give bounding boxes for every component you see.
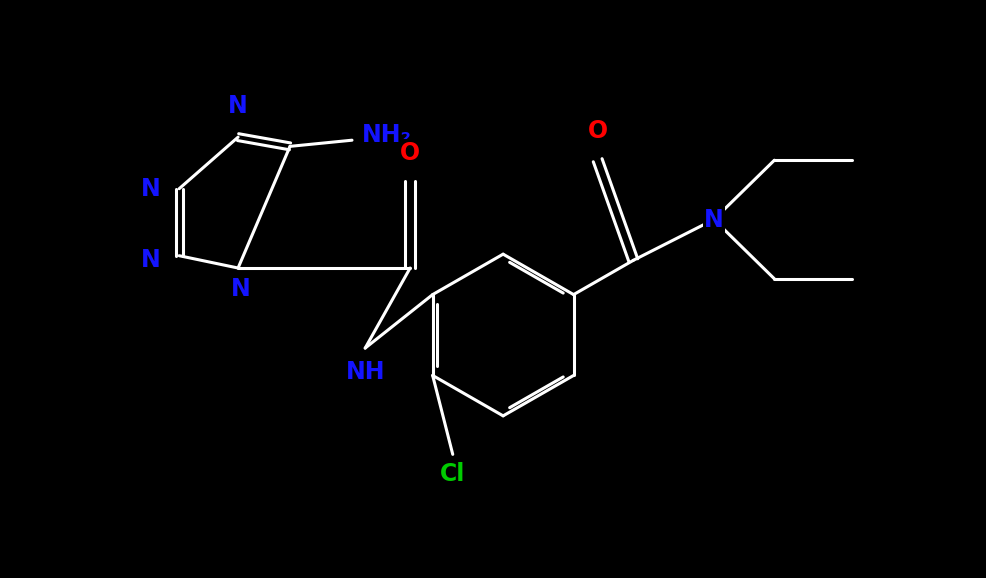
Text: NH₂: NH₂	[362, 123, 411, 147]
Text: N: N	[703, 208, 723, 232]
Text: NH: NH	[345, 360, 385, 384]
Text: Cl: Cl	[440, 462, 465, 486]
Text: N: N	[140, 177, 160, 201]
Text: N: N	[228, 94, 247, 118]
Text: O: O	[399, 140, 420, 165]
Text: N: N	[231, 277, 250, 301]
Text: O: O	[587, 119, 607, 143]
Text: N: N	[140, 249, 160, 272]
